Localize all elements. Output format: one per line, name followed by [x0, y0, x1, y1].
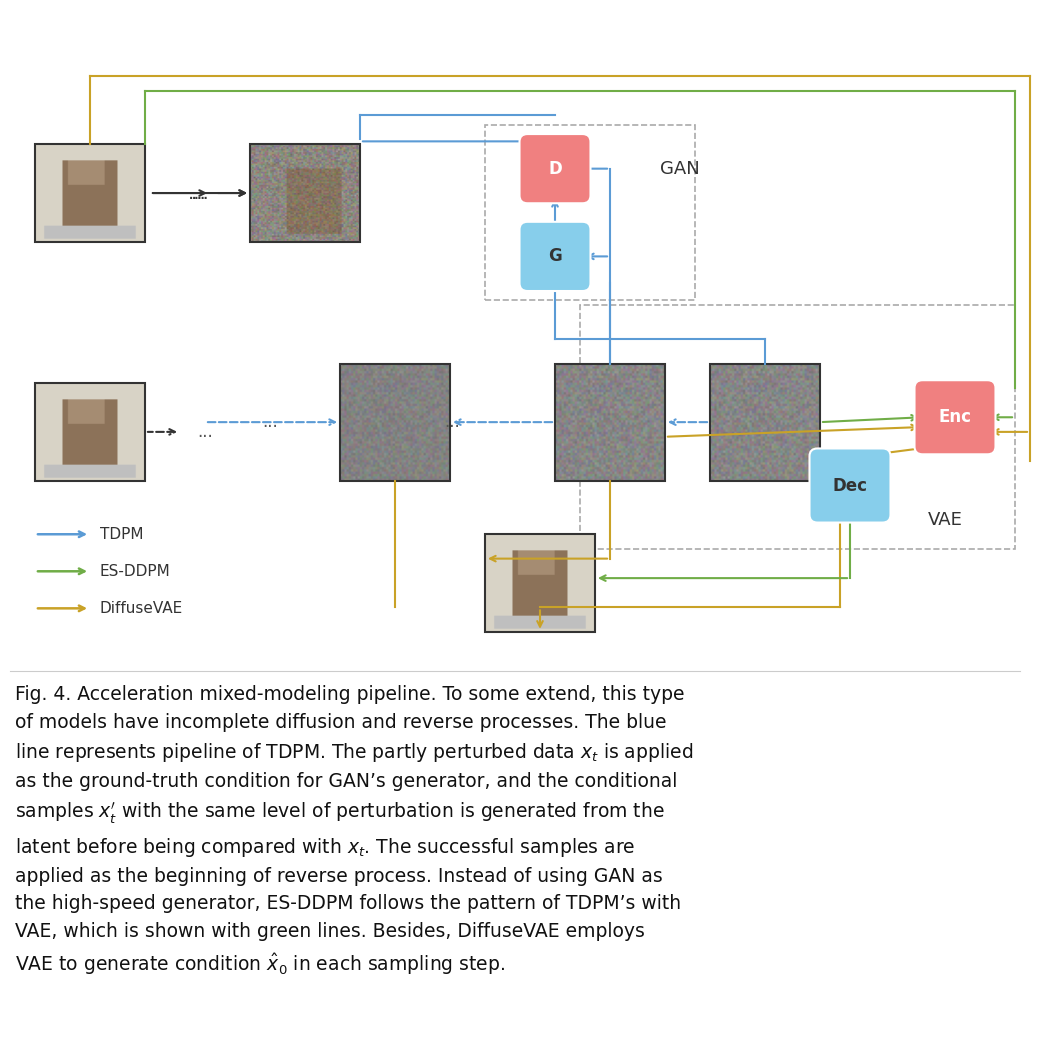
Bar: [35, 384, 145, 481]
FancyBboxPatch shape: [519, 134, 591, 203]
Text: ...: ...: [444, 413, 460, 431]
Text: ...: ...: [197, 423, 213, 441]
Text: TDPM: TDPM: [100, 527, 143, 542]
Bar: [710, 364, 820, 481]
Bar: [485, 125, 695, 301]
Text: DiffuseVAE: DiffuseVAE: [100, 601, 184, 616]
FancyBboxPatch shape: [810, 449, 891, 523]
Text: VAE: VAE: [928, 510, 962, 528]
Text: ...: ...: [263, 413, 278, 431]
Text: Enc: Enc: [938, 409, 972, 427]
Bar: [555, 364, 665, 481]
FancyBboxPatch shape: [914, 380, 995, 455]
Bar: [485, 534, 595, 632]
Bar: [340, 364, 450, 481]
Text: ES-DDPM: ES-DDPM: [100, 564, 170, 578]
FancyBboxPatch shape: [519, 222, 591, 291]
Bar: [250, 145, 360, 242]
Bar: [35, 145, 145, 242]
Text: ...: ...: [188, 183, 207, 202]
Text: G: G: [548, 247, 562, 265]
Bar: [580, 305, 1015, 549]
Text: ...: ...: [191, 183, 210, 202]
Text: D: D: [548, 159, 562, 178]
Text: Fig. 4. Acceleration mixed-modeling pipeline. To some extend, this type
of model: Fig. 4. Acceleration mixed-modeling pipe…: [15, 685, 693, 978]
Text: Dec: Dec: [832, 477, 868, 495]
Text: GAN: GAN: [660, 159, 700, 178]
